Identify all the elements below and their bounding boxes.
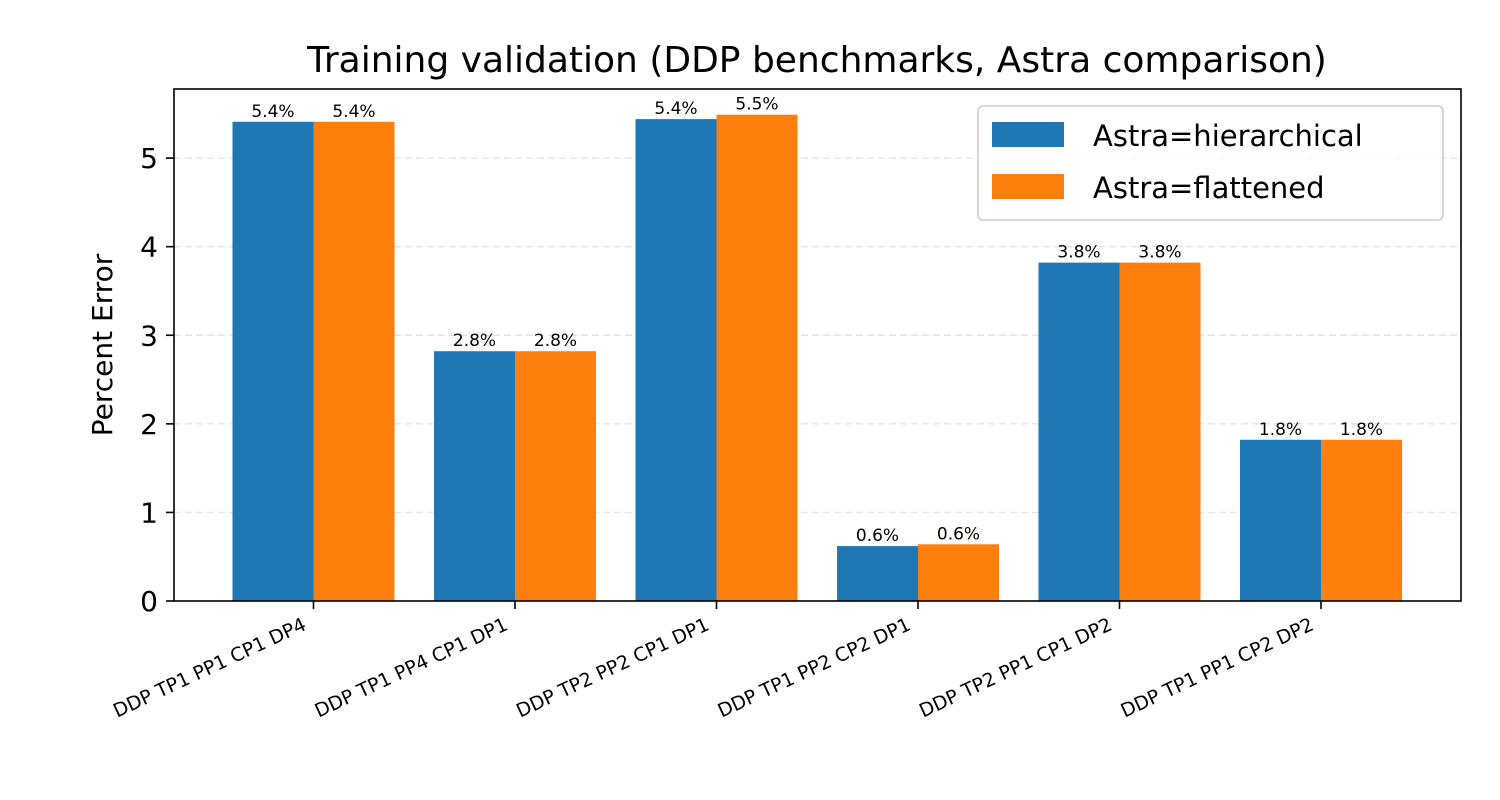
data-label: 5.4% xyxy=(251,102,294,122)
data-label: 1.8% xyxy=(1259,420,1302,440)
legend-label-hierarchical: Astra=hierarchical xyxy=(1093,119,1363,153)
bar-flattened-3 xyxy=(716,114,798,601)
x-tick-label: DDP TP1 PP2 CP2 DP1 xyxy=(714,614,914,723)
plot-frame xyxy=(173,88,1462,602)
bar-hierarchical-3 xyxy=(635,119,717,601)
x-tick-label: DDP TP2 PP2 CP1 DP1 xyxy=(513,614,713,723)
bar-flattened-2 xyxy=(515,351,596,601)
x-tick-label: DDP TP1 PP1 CP2 DP2 xyxy=(1117,614,1317,723)
y-tick-label: 5 xyxy=(140,142,158,175)
data-label: 3.8% xyxy=(1057,243,1100,263)
bar-flattened-4 xyxy=(918,544,999,601)
y-tick-label: 0 xyxy=(140,585,158,618)
chart-title: Training validation (DDP benchmarks, Ast… xyxy=(306,40,1327,81)
x-tick-label: DDP TP2 PP1 CP1 DP2 xyxy=(916,614,1116,723)
data-label: 5.5% xyxy=(735,95,778,115)
y-tick-label: 4 xyxy=(140,231,158,264)
y-axis-label: Percent Error xyxy=(86,253,119,436)
bar-hierarchical-1 xyxy=(232,121,314,601)
bar-flattened-5 xyxy=(1119,262,1201,601)
legend: Astra=hierarchical Astra=flattened xyxy=(977,105,1444,221)
y-tick-label: 3 xyxy=(140,319,158,352)
data-label: 0.6% xyxy=(856,526,899,546)
y-axis-ticks: 0 1 2 3 4 5 xyxy=(140,142,174,618)
x-tick-label: DDP TP1 PP4 CP1 DP1 xyxy=(311,614,511,723)
data-label: 1.8% xyxy=(1340,420,1383,440)
legend-swatch-hierarchical xyxy=(992,122,1064,147)
x-axis-ticks: DDP TP1 PP1 CP1 DP4 DDP TP1 PP4 CP1 DP1 DD… xyxy=(110,601,1322,723)
bar-hierarchical-2 xyxy=(434,351,515,601)
data-label: 3.8% xyxy=(1138,243,1181,263)
bars xyxy=(232,114,1402,601)
data-label: 0.6% xyxy=(937,524,980,544)
bar-flattened-6 xyxy=(1321,439,1402,601)
bar-hierarchical-6 xyxy=(1240,439,1321,601)
x-tick-label: DDP TP1 PP1 CP1 DP4 xyxy=(110,614,310,723)
y-tick-label: 1 xyxy=(140,496,158,529)
data-label: 5.4% xyxy=(332,102,375,122)
legend-label-flattened: Astra=flattened xyxy=(1093,171,1325,205)
data-label: 5.4% xyxy=(654,99,697,119)
legend-swatch-flattened xyxy=(992,174,1064,199)
bar-flattened-1 xyxy=(313,121,395,601)
legend-frame xyxy=(977,105,1444,221)
data-label: 2.8% xyxy=(534,331,577,351)
data-label: 2.8% xyxy=(453,331,496,351)
bar-hierarchical-5 xyxy=(1038,262,1120,601)
bar-hierarchical-4 xyxy=(837,546,918,601)
y-tick-label: 2 xyxy=(140,408,158,441)
data-labels: 5.4% 5.4% 2.8% 2.8% 5.4% 5.5% 0.6% 0.6% 3.8% 3.8%… xyxy=(251,95,1383,546)
